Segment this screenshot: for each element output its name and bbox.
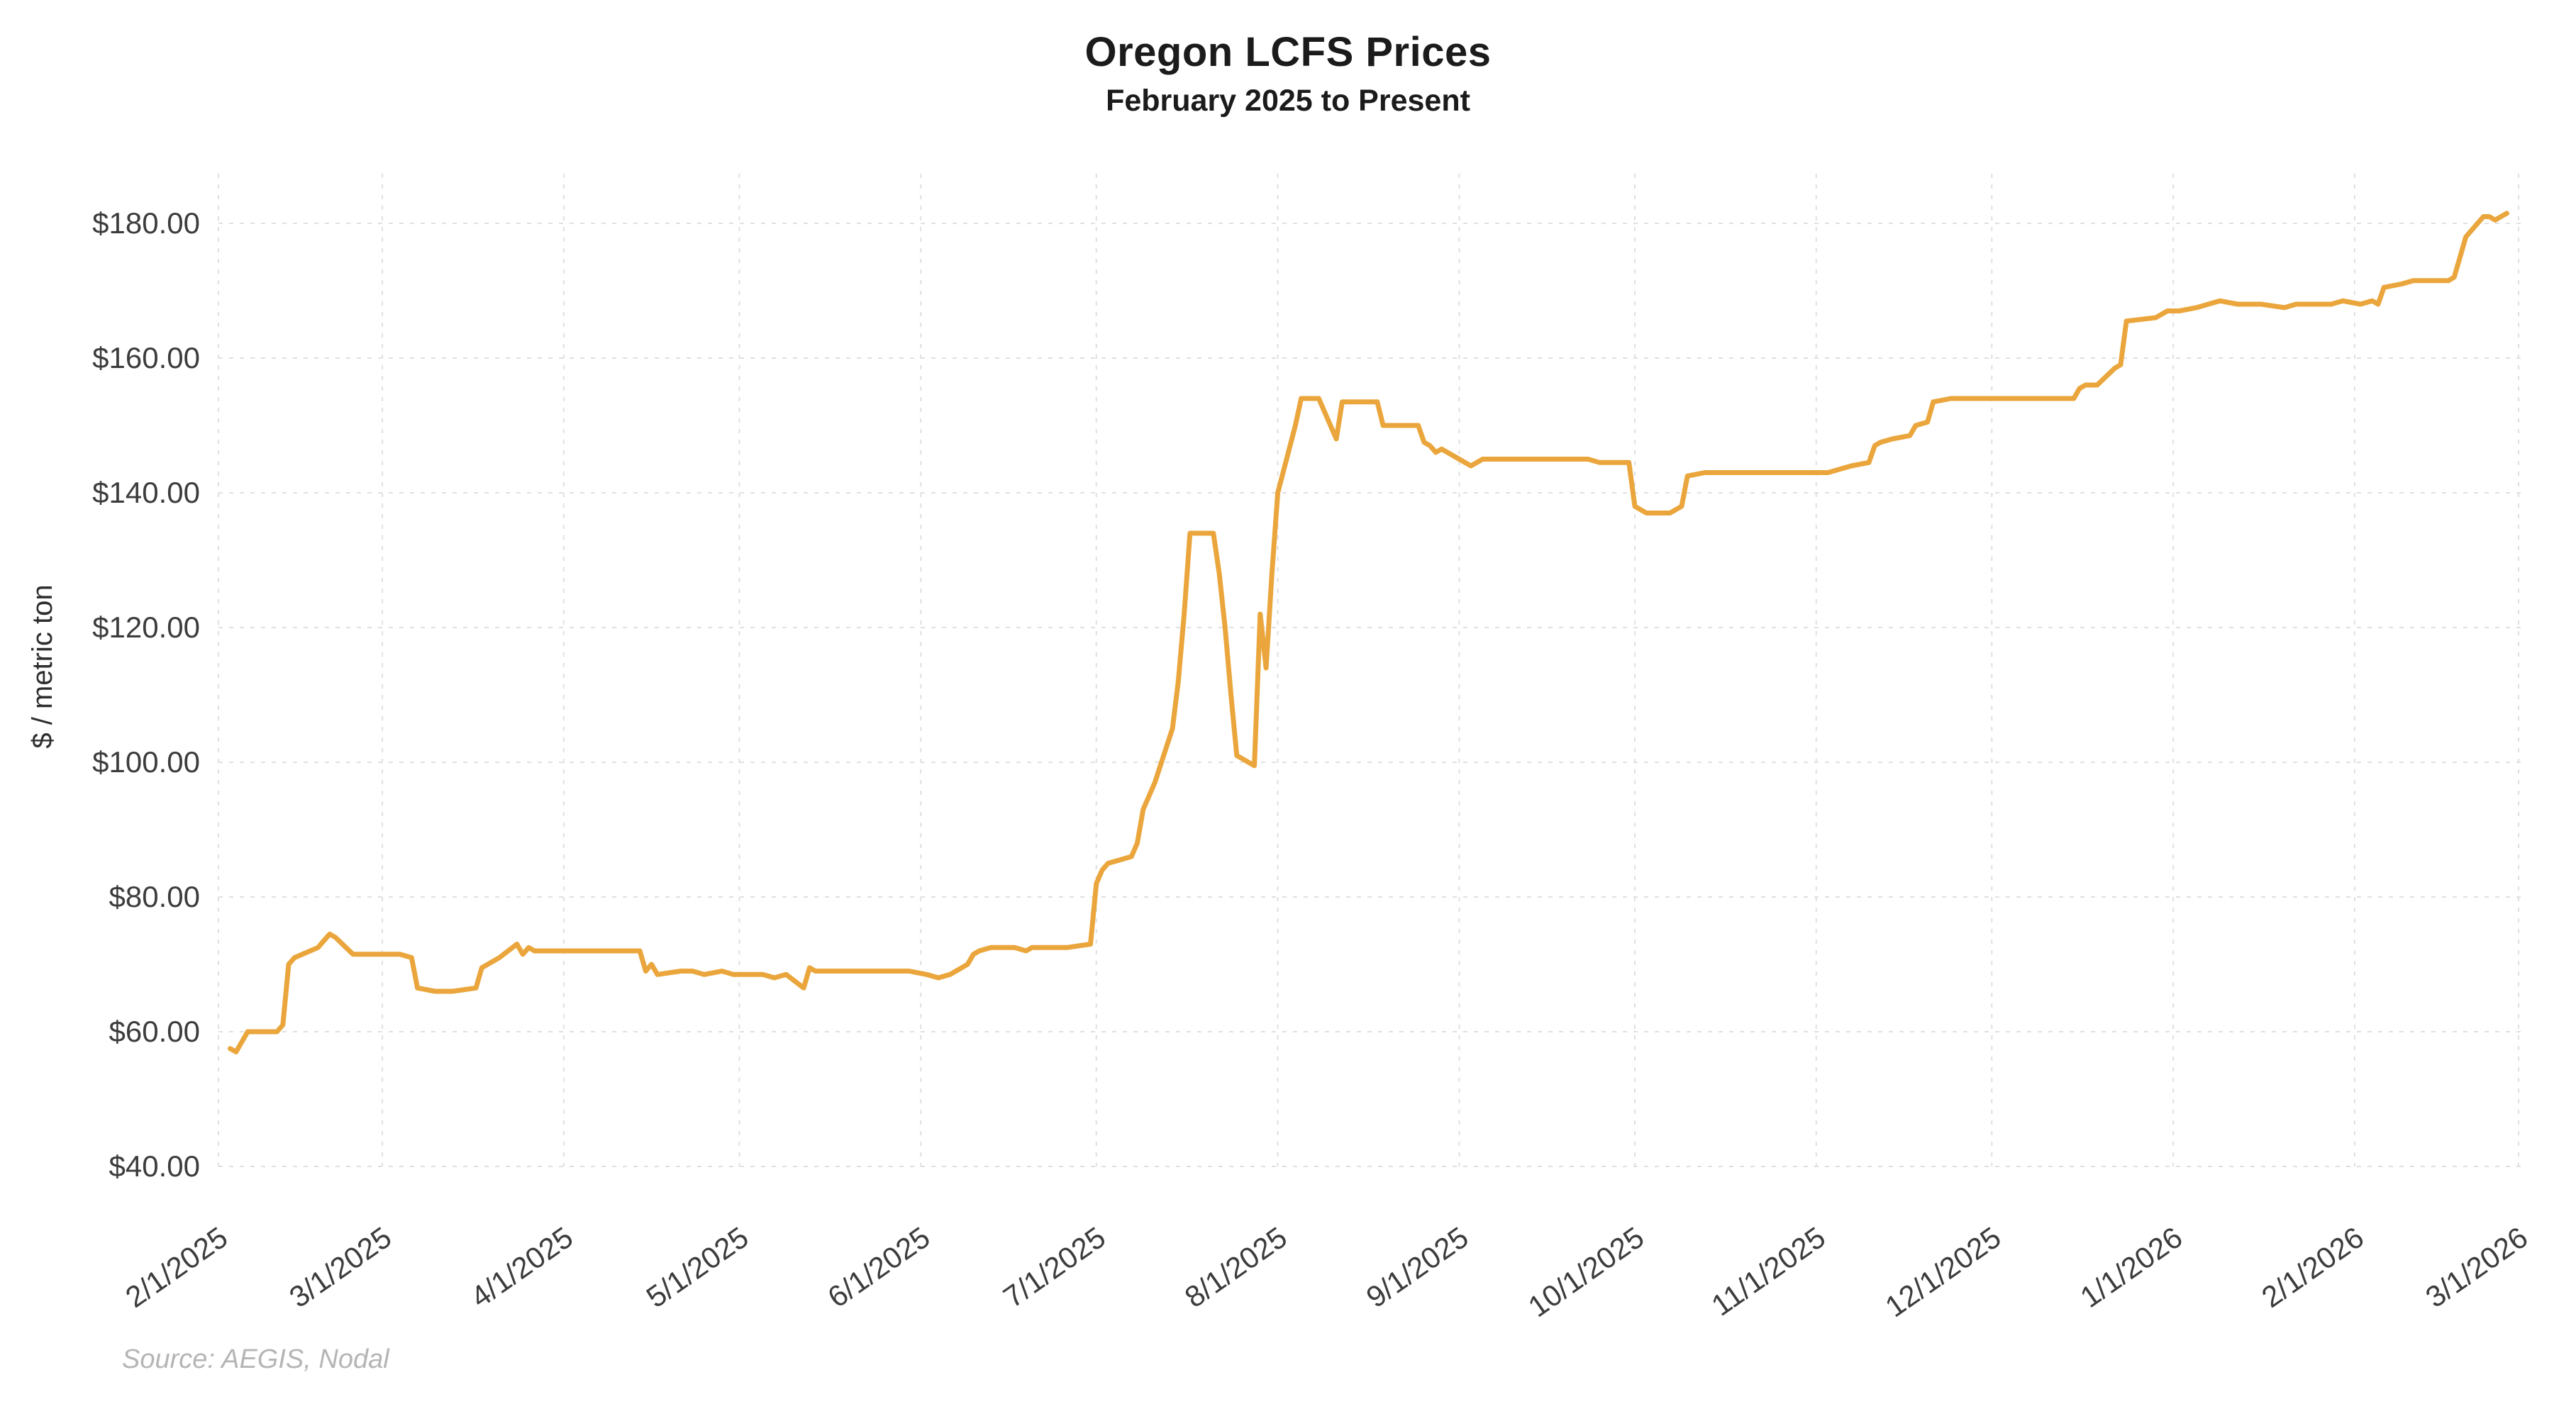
x-tick-label: 1/1/2026 bbox=[2074, 1220, 2188, 1314]
y-tick-label: $160.00 bbox=[92, 341, 200, 374]
chart-subtitle: February 2025 to Present bbox=[1106, 84, 1470, 118]
x-tick-label: 10/1/2025 bbox=[1522, 1220, 1650, 1324]
y-tick-label: $120.00 bbox=[92, 611, 200, 644]
x-tick-label: 3/1/2026 bbox=[2419, 1220, 2533, 1314]
x-tick-label: 4/1/2025 bbox=[465, 1220, 579, 1314]
price-line bbox=[228, 211, 2509, 1054]
x-tick-label: 3/1/2025 bbox=[283, 1220, 397, 1314]
chart-title: Oregon LCFS Prices bbox=[1084, 29, 1492, 75]
y-tick-label: $80.00 bbox=[109, 880, 200, 913]
y-tick-label: $60.00 bbox=[109, 1015, 200, 1048]
x-tick-label: 6/1/2025 bbox=[822, 1220, 936, 1314]
x-tick-label: 12/1/2025 bbox=[1879, 1220, 2006, 1324]
y-tick-label: $180.00 bbox=[92, 206, 200, 240]
y-tick-label: $40.00 bbox=[109, 1149, 200, 1183]
x-tick-label: 5/1/2025 bbox=[640, 1220, 755, 1314]
x-tick-label: 7/1/2025 bbox=[997, 1220, 1111, 1314]
x-tick-label: 8/1/2025 bbox=[1179, 1220, 1293, 1314]
y-tick-label: $100.00 bbox=[92, 745, 200, 779]
x-tick-label: 11/1/2025 bbox=[1705, 1220, 1831, 1322]
source-note: Source: AEGIS, Nodal bbox=[122, 1344, 389, 1374]
y-tick-label: $140.00 bbox=[92, 476, 200, 509]
x-tick-label: 9/1/2025 bbox=[1360, 1220, 1475, 1314]
x-tick-label: 2/1/2025 bbox=[119, 1220, 233, 1314]
y-axis-title: $ / metric ton bbox=[27, 584, 58, 749]
x-tick-label: 2/1/2026 bbox=[2255, 1220, 2370, 1314]
